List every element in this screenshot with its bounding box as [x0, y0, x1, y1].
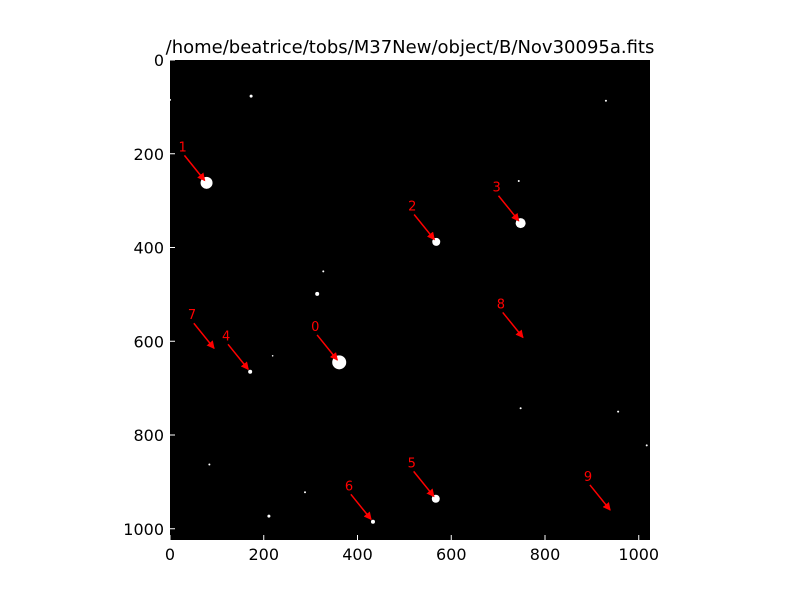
x-tick-label: 400 [342, 545, 373, 564]
annotation-arrow [316, 334, 338, 361]
annotation-arrow [413, 213, 435, 241]
annotation-label: 4 [222, 329, 230, 344]
y-tick-label: 400 [133, 239, 164, 258]
star-point [370, 519, 375, 524]
star-point [645, 444, 648, 447]
x-axis: 0 200 400 600 800 1000 [165, 535, 659, 564]
star-point [208, 463, 211, 466]
star-point [517, 179, 520, 182]
annotation-label: 3 [493, 181, 501, 196]
annotation-label: 2 [408, 199, 416, 214]
star-point [315, 291, 320, 296]
x-tick-label: 1000 [618, 545, 659, 564]
annotation-arrow [413, 470, 435, 498]
star-point [271, 354, 274, 357]
chart-title: /home/beatrice/tobs/M37New/object/B/Nov3… [166, 37, 655, 58]
x-tick-label: 0 [165, 545, 175, 564]
annotation-label: 5 [408, 456, 416, 471]
star-point [519, 407, 522, 410]
star-point [304, 491, 306, 494]
annotation-arrow [183, 154, 206, 182]
y-tick-label: 1000 [123, 520, 164, 539]
star-point [267, 514, 271, 518]
image-area [170, 60, 650, 540]
star-point [169, 98, 171, 101]
annotation-arrow [193, 322, 215, 350]
annotation-arrow [350, 493, 372, 521]
y-tick-label: 200 [133, 145, 164, 164]
annotations-layer: 1 2 3 0 4 7 8 5 6 9 [178, 140, 611, 521]
star-point [322, 270, 325, 273]
annotation-label: 0 [311, 320, 319, 335]
annotation-label: 8 [497, 297, 505, 312]
star-point [249, 94, 253, 98]
annotation-arrow [497, 195, 520, 222]
y-axis: 0 200 400 600 800 1000 [123, 51, 175, 539]
y-tick-label: 800 [133, 426, 164, 445]
annotation-label: 7 [188, 308, 196, 323]
annotation-arrow [502, 311, 524, 339]
annotation-arrow [227, 343, 249, 371]
y-tick-label: 600 [133, 332, 164, 351]
y-tick-label: 0 [154, 51, 164, 70]
star-point [248, 369, 253, 374]
x-tick-label: 200 [248, 545, 279, 564]
star-point [617, 410, 620, 413]
annotation-label: 1 [178, 140, 186, 155]
x-tick-label: 600 [436, 545, 467, 564]
x-tick-label: 800 [530, 545, 561, 564]
annotation-arrow [589, 484, 611, 511]
annotation-label: 9 [584, 470, 592, 485]
star-point [604, 99, 607, 102]
annotation-label: 6 [345, 479, 353, 494]
